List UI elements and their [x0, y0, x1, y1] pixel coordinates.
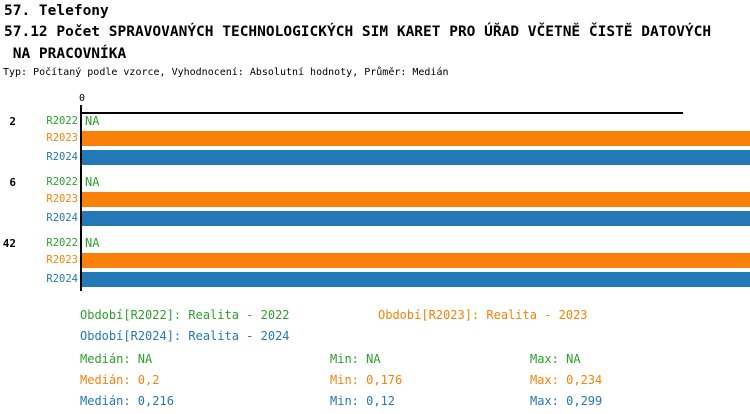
stat-median-r2023: Medián: 0,2 [80, 373, 160, 387]
series-label-r2022: R2022 [46, 115, 78, 127]
stat-min-r2022: Min: NA [330, 352, 381, 366]
bar-value-na-r2022: NA [85, 236, 100, 250]
legend-item-r2022: Období[R2022]: Realita - 2022 [80, 308, 290, 322]
page-subtitle-line1: 57.12 Počet SPRAVOVANÝCH TECHNOLOGICKÝCH… [4, 24, 712, 40]
bar-r2024 [82, 211, 750, 226]
stat-min-r2024: Min: 0,12 [330, 394, 396, 408]
stat-median-r2022: Medián: NA [80, 352, 153, 366]
x-axis-zero-tick-label: 0 [78, 93, 86, 104]
bar-r2023 [82, 253, 750, 268]
series-label-r2023: R2023 [46, 254, 78, 266]
bar-r2023 [82, 192, 750, 207]
series-label-r2024: R2024 [46, 212, 78, 224]
group-label: 2 [9, 115, 16, 128]
bar-r2024 [82, 272, 750, 287]
chart-meta-line: Typ: Počítaný podle vzorce, Vyhodnocení:… [3, 67, 449, 78]
group-label: 42 [2, 237, 16, 250]
series-label-r2023: R2023 [46, 193, 78, 205]
series-label-r2022: R2022 [46, 176, 78, 188]
stat-min-r2023: Min: 0,176 [330, 373, 403, 387]
legend-item-r2023: Období[R2023]: Realita - 2023 [378, 308, 588, 322]
bar-value-na-r2022: NA [85, 114, 100, 128]
bar-r2023 [82, 131, 750, 146]
legend-item-r2024: Období[R2024]: Realita - 2024 [80, 329, 290, 343]
page-subtitle-line2: NA PRACOVNÍKA [4, 46, 127, 62]
series-label-r2024: R2024 [46, 273, 78, 285]
x-axis-line [81, 112, 683, 114]
series-label-r2024: R2024 [46, 151, 78, 163]
bar-r2024 [82, 150, 750, 165]
y-axis-line [80, 105, 82, 291]
group-label: 6 [9, 176, 16, 189]
series-label-r2023: R2023 [46, 132, 78, 144]
stat-median-r2024: Medián: 0,216 [80, 394, 174, 408]
bar-value-na-r2022: NA [85, 175, 100, 189]
series-label-r2022: R2022 [46, 237, 78, 249]
stat-max-r2022: Max: NA [530, 352, 581, 366]
page-title: 57. Telefony [4, 3, 109, 19]
stat-max-r2023: Max: 0,234 [530, 373, 603, 387]
stat-max-r2024: Max: 0,299 [530, 394, 603, 408]
